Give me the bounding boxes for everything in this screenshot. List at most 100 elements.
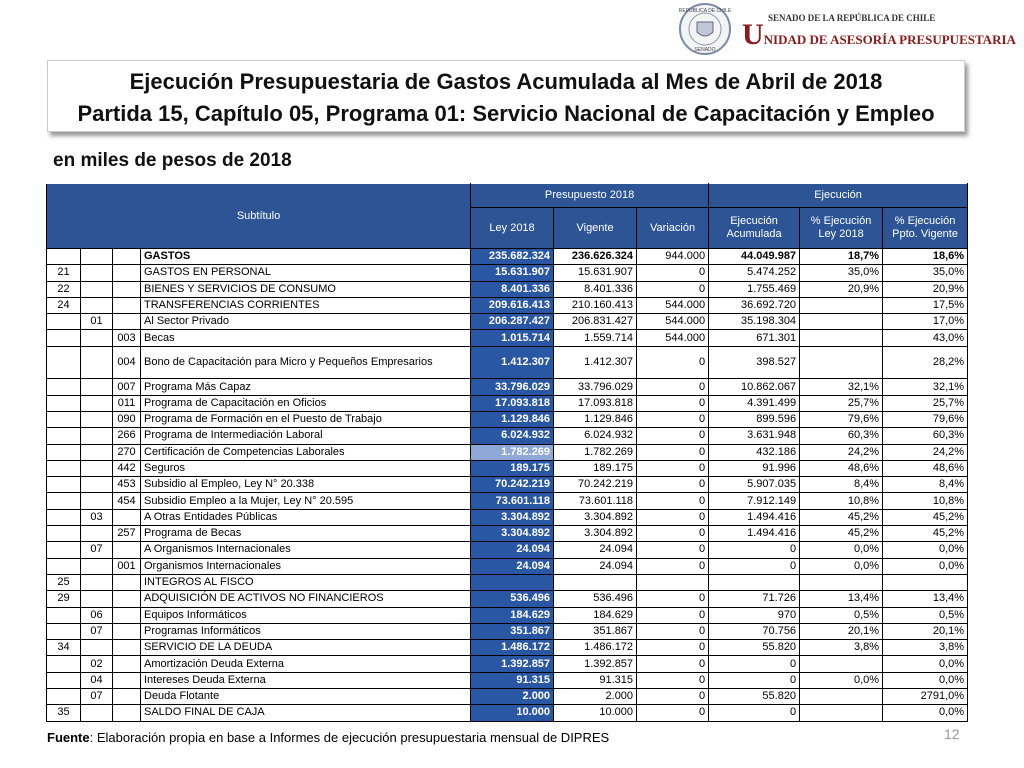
table-cell: Bono de Capacitación para Micro y Pequeñ… — [139, 345, 472, 380]
table-cell: 544.000 — [636, 296, 710, 315]
table-cell — [80, 394, 113, 412]
table-cell: 8,4% — [882, 476, 969, 494]
table-cell: 25 — [46, 573, 81, 592]
table-row: 007 Programa Más Capaz 33.796.029 33.796.02… — [46, 378, 969, 396]
table-cell: 13,4% — [799, 590, 884, 608]
table-row: 011 Programa de Capacitación en Oficios 17… — [46, 394, 969, 412]
table-cell: 0 — [636, 508, 710, 527]
table-cell: 70.756 — [708, 622, 801, 641]
table-cell: 453 — [112, 476, 141, 494]
table-cell: 0 — [636, 606, 710, 624]
table-cell: 45,2% — [799, 508, 884, 527]
table-cell: 0,0% — [882, 655, 969, 673]
table-cell: 06 — [80, 606, 113, 624]
table-cell: 2791,0% — [882, 688, 969, 706]
subtitle: en miles de pesos de 2018 — [53, 150, 292, 171]
table-cell: 24,2% — [799, 443, 884, 461]
table-cell: GASTOS EN PERSONAL — [139, 264, 472, 282]
table-cell — [112, 264, 141, 282]
table-cell — [80, 459, 113, 478]
header-cell: Ejecución — [708, 183, 969, 208]
page-number: 12 — [944, 726, 960, 742]
table-row: 003 Becas 1.015.714 1.559.714 544.000 671.301… — [46, 329, 969, 347]
table-cell: 0 — [636, 476, 710, 494]
table-cell: Equipos Informáticos — [139, 606, 472, 624]
table-cell: 0 — [636, 590, 710, 608]
table-cell: 4.391.499 — [708, 394, 801, 412]
table-cell — [46, 525, 81, 543]
table-cell: 35,0% — [882, 264, 969, 282]
table-cell: 432.186 — [708, 443, 801, 461]
table-cell: Amortización Deuda Externa — [139, 655, 472, 673]
table-cell: 1.782.269 — [553, 443, 638, 461]
header-cell: Subtítulo — [45, 183, 472, 249]
table-cell: 29 — [46, 590, 81, 608]
table-cell: 270 — [112, 443, 141, 461]
table-cell: 6.024.932 — [553, 427, 638, 445]
table-cell: Al Sector Privado — [139, 313, 472, 331]
table-cell: 25,7% — [882, 394, 969, 412]
table-cell: 45,2% — [882, 508, 969, 527]
table-cell — [112, 508, 141, 527]
table-cell: 0,5% — [882, 606, 969, 624]
table-cell: 44.049.987 — [708, 247, 801, 266]
table-cell: 07 — [80, 622, 113, 641]
table-cell: 17.093.818 — [553, 394, 638, 412]
table-cell: 0 — [708, 671, 801, 690]
table-cell — [799, 345, 884, 380]
table-cell: 43,0% — [882, 329, 969, 347]
table-row: 266 Programa de Intermediación Laboral 6.0… — [46, 427, 969, 445]
table-cell: A Otras Entidades Públicas — [139, 508, 472, 527]
table-cell: 209.616.413 — [470, 296, 555, 315]
table-cell: 1.782.269 — [470, 443, 555, 461]
table-cell: 0 — [636, 410, 710, 429]
header-line: % Ejecución — [810, 215, 872, 227]
table-row: 07 A Organismos Internacionales 24.094 24.0… — [46, 541, 969, 559]
logo-line1: SENADO DE LA REPÚBLICA DE CHILE — [768, 13, 936, 23]
table-cell: 351.867 — [553, 622, 638, 641]
table-cell: 48,6% — [882, 459, 969, 478]
table-cell — [46, 345, 81, 380]
table-cell — [46, 688, 81, 706]
table-cell — [46, 443, 81, 461]
table-cell: 71.726 — [708, 590, 801, 608]
table-cell: 0,0% — [882, 704, 969, 722]
header-line: Ejecución — [730, 215, 778, 227]
table-row: 270 Certificación de Competencias Laboral… — [46, 443, 969, 461]
table-cell: 07 — [80, 541, 113, 559]
table-cell — [46, 671, 81, 690]
title-line: Ejecución Presupuestaria de Gastos Acumu… — [129, 69, 883, 94]
logo-line2: UNIDAD DE ASESORÍA PRESUPUESTARIA — [742, 18, 1016, 51]
table-cell: Becas — [139, 329, 472, 347]
table-cell: Subsidio Empleo a la Mujer, Ley N° 20.59… — [139, 492, 472, 510]
table-cell: 004 — [112, 345, 141, 380]
table-cell: 91.315 — [470, 671, 555, 690]
table-cell: 8,4% — [799, 476, 884, 494]
table-cell: 0,5% — [799, 606, 884, 624]
table-cell: 0 — [708, 557, 801, 575]
table-cell: SERVICIO DE LA DEUDA — [139, 639, 472, 657]
table-cell: 48,6% — [799, 459, 884, 478]
table-row: 21 GASTOS EN PERSONAL 15.631.907 15.631.907… — [46, 264, 969, 282]
table-row: 257 Programa de Becas 3.304.892 3.304.892 0 1… — [46, 525, 969, 543]
table-cell: A Organismos Internacionales — [139, 541, 472, 559]
table-cell — [112, 590, 141, 608]
table-cell: 003 — [112, 329, 141, 347]
table-cell — [46, 459, 81, 478]
table-cell — [799, 313, 884, 331]
table-cell: 2.000 — [470, 688, 555, 706]
table-cell — [46, 427, 81, 445]
table-cell: 442 — [112, 459, 141, 478]
table-cell: 1.494.416 — [708, 525, 801, 543]
table-cell: 454 — [112, 492, 141, 510]
table-cell: 1.412.307 — [553, 345, 638, 380]
table-cell: 07 — [80, 688, 113, 706]
table-cell — [46, 378, 81, 396]
table-cell: 8.401.336 — [470, 280, 555, 298]
header-cell: % Ejecución Ley 2018 — [799, 207, 884, 249]
table-cell: BIENES Y SERVICIOS DE CONSUMO — [139, 280, 472, 298]
table-cell: 60,3% — [799, 427, 884, 445]
table-cell: 1.129.846 — [553, 410, 638, 429]
table-cell — [112, 296, 141, 315]
table-cell — [80, 492, 113, 510]
